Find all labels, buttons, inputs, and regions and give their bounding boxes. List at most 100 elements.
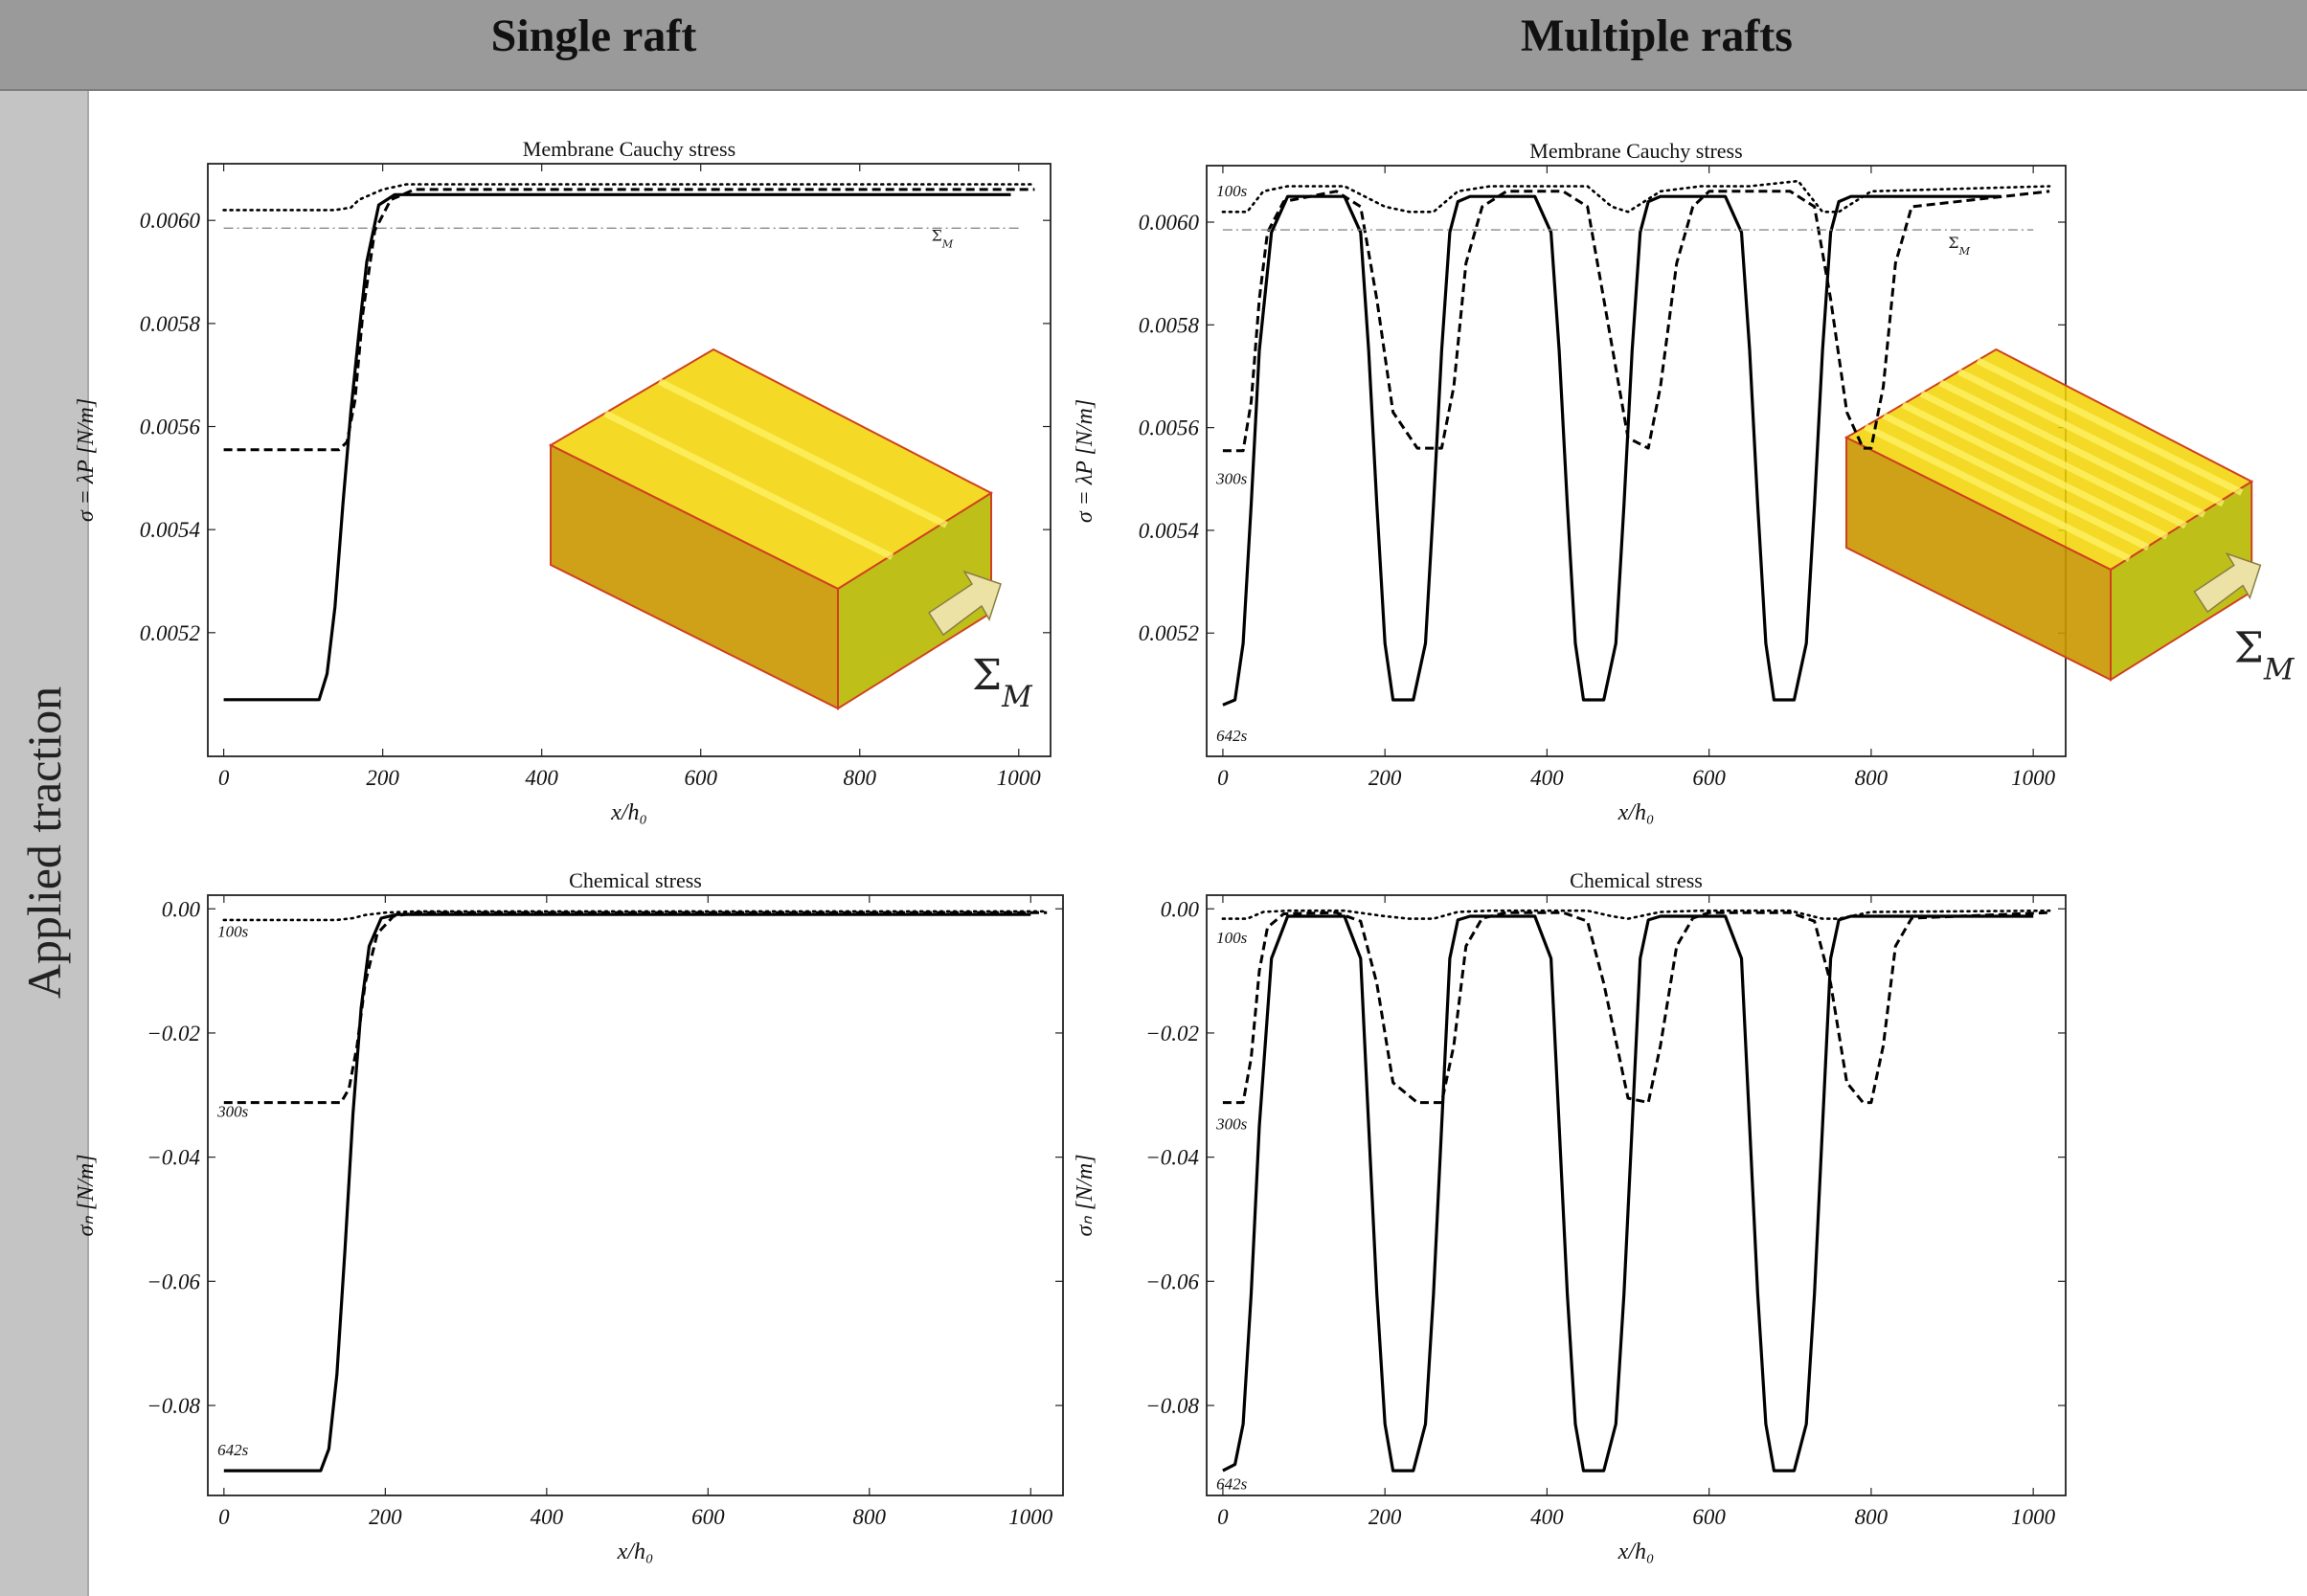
sidebar: [0, 91, 89, 1596]
inset-ridge: [1919, 390, 2187, 529]
y-tick-label: −0.02: [147, 1022, 200, 1045]
x-tick-label: 0: [1217, 1505, 1229, 1529]
x-tick-label: 800: [844, 766, 877, 790]
x-tick-label: 400: [531, 1505, 564, 1529]
inset-ridge: [1976, 357, 2244, 496]
y-tick-label: 0.0054: [140, 518, 200, 542]
y-tick-label: −0.04: [1145, 1146, 1199, 1170]
annotation-label: 100s: [1216, 182, 1248, 200]
annotation-label: 100s: [1216, 929, 1248, 947]
chart-title: Membrane Cauchy stress: [523, 137, 735, 161]
series-dotted-line: [1221, 909, 2051, 920]
chart-title: Chemical stress: [1570, 868, 1703, 892]
inset-ridge: [603, 410, 894, 560]
series-dotted-line: [222, 183, 1036, 212]
y-tick-label: 0.0054: [1139, 519, 1199, 543]
x-axis-label: x/h₀: [1617, 800, 1655, 825]
y-axis-label: σ = λP [N/m]: [1073, 399, 1097, 523]
x-tick-label: 800: [853, 1505, 887, 1529]
x-tick-label: 600: [691, 1505, 725, 1529]
series-solid-line: [1222, 914, 2034, 1472]
y-tick-label: 0.0056: [140, 416, 201, 439]
sigma-m-label: ΣM: [2234, 624, 2296, 687]
x-tick-label: 0: [1217, 766, 1229, 790]
annotation-label: 642s: [1216, 727, 1248, 745]
y-tick-label: 0.00: [1161, 897, 1200, 921]
inset-ridge: [1882, 412, 2150, 551]
y-tick-label: −0.08: [1145, 1394, 1199, 1418]
plot-frame: [207, 894, 1064, 1496]
x-tick-label: 600: [1692, 766, 1726, 790]
y-tick-label: 0.00: [162, 897, 201, 921]
series-solid-line: [223, 192, 1011, 702]
series-dashed-line: [1222, 910, 2050, 1105]
y-tick-label: 0.0052: [1139, 621, 1199, 645]
y-tick-label: 0.0058: [1139, 313, 1200, 337]
x-tick-label: 200: [1368, 1505, 1402, 1529]
x-tick-label: 200: [1368, 766, 1402, 790]
series-dashed-line: [223, 188, 1035, 452]
y-tick-label: 0.0060: [140, 209, 201, 233]
series-dashed-line: [1222, 190, 2050, 453]
series-dotted-line: [1221, 179, 2051, 214]
traction-arrow-icon: [927, 570, 1002, 637]
x-tick-label: 800: [1855, 1505, 1889, 1529]
annotation-label: 642s: [1216, 1475, 1248, 1494]
x-tick-label: 800: [1855, 766, 1889, 790]
y-tick-label: −0.06: [147, 1270, 200, 1293]
x-tick-label: 400: [1530, 766, 1564, 790]
inset-ridge: [1863, 423, 2132, 562]
header-bar: Single raft Multiple rafts: [0, 0, 2307, 91]
x-axis-label: x/h₀: [610, 800, 647, 825]
y-tick-label: 0.0052: [140, 621, 200, 645]
traction-arrow-icon: [2193, 552, 2262, 614]
annotation-label: 300s: [1215, 470, 1248, 488]
inset-ridge: [1901, 401, 2169, 540]
y-tick-label: 0.0056: [1139, 416, 1200, 440]
x-tick-label: 1000: [1008, 1505, 1053, 1529]
sigma-m-label: ΣM: [972, 651, 1033, 714]
chart-title: Chemical stress: [569, 868, 702, 892]
y-tick-label: −0.06: [1145, 1270, 1199, 1293]
annotation-label: ΣM: [931, 227, 953, 251]
raft-inset-illustration: ΣM: [548, 348, 1033, 714]
series-dashed-line: [223, 910, 1048, 1105]
x-tick-label: 200: [369, 1505, 402, 1529]
y-tick-label: −0.08: [147, 1394, 200, 1418]
x-tick-label: 600: [1692, 1505, 1726, 1529]
y-tick-label: 0.0060: [1139, 211, 1200, 235]
annotation-label: 300s: [1215, 1114, 1248, 1133]
y-axis-label: σₙ [N/m]: [1073, 1154, 1097, 1236]
x-tick-label: 0: [218, 766, 230, 790]
single-raft-title: Single raft: [490, 11, 697, 61]
annotation-label: 100s: [217, 922, 249, 940]
plot-frame: [207, 163, 1052, 757]
inset-ridge: [1956, 368, 2225, 507]
annotation-label: 642s: [217, 1441, 249, 1459]
x-tick-label: 400: [525, 766, 558, 790]
chart-title: Membrane Cauchy stress: [1529, 139, 1742, 163]
x-tick-label: 1000: [2011, 766, 2056, 790]
annotation-label: 300s: [216, 1102, 249, 1120]
x-tick-label: 1000: [2011, 1505, 2056, 1529]
plot-frame: [1206, 894, 2067, 1496]
y-tick-label: 0.0058: [140, 312, 201, 336]
x-tick-label: 1000: [997, 766, 1042, 790]
x-tick-label: 600: [684, 766, 717, 790]
raft-inset-illustration: ΣM: [1843, 348, 2296, 687]
inset-ridge: [1938, 379, 2206, 518]
series-solid-line: [1222, 194, 2002, 707]
y-axis-label: σ = λP [N/m]: [74, 398, 99, 522]
x-tick-label: 0: [218, 1505, 230, 1529]
y-axis-label: σₙ [N/m]: [74, 1154, 99, 1236]
x-tick-label: 400: [1530, 1505, 1564, 1529]
annotation-label: ΣM: [1948, 234, 1970, 258]
y-tick-label: −0.02: [1145, 1022, 1199, 1045]
x-tick-label: 200: [366, 766, 399, 790]
inset-ridge: [657, 378, 948, 528]
multiple-rafts-title: Multiple rafts: [1521, 11, 1793, 61]
